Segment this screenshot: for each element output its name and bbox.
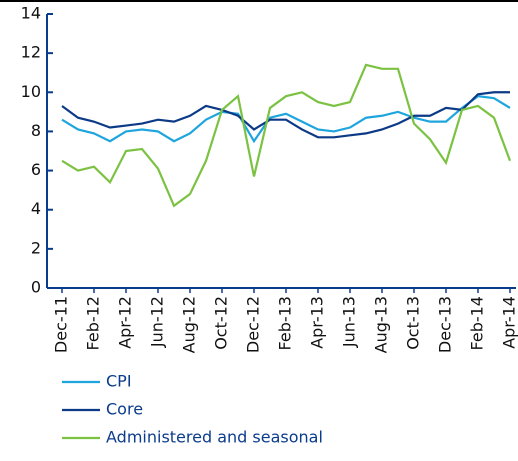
x-tick-label: Aug-12 bbox=[180, 296, 199, 353]
y-tick-label: 2 bbox=[31, 238, 41, 257]
x-tick-label: Apr-14 bbox=[500, 296, 518, 349]
y-tick-label: 10 bbox=[21, 82, 41, 101]
series-line bbox=[61, 91, 510, 139]
legend-label: Core bbox=[106, 400, 143, 419]
legend-label: CPI bbox=[106, 372, 132, 391]
x-tick-label: Aug-13 bbox=[372, 296, 391, 353]
x-tick-label: Dec-11 bbox=[52, 296, 71, 353]
x-tick-label: Oct-12 bbox=[212, 296, 231, 350]
x-tick-label: Feb-13 bbox=[276, 296, 295, 350]
y-tick-label: 6 bbox=[31, 160, 41, 179]
y-tick-label: 12 bbox=[21, 43, 41, 62]
x-tick-label: Feb-14 bbox=[468, 296, 487, 350]
x-tick-label: Oct-13 bbox=[404, 296, 423, 350]
series-line bbox=[61, 95, 511, 144]
y-tick-label: 14 bbox=[21, 4, 41, 23]
x-tick-label: Apr-13 bbox=[308, 296, 327, 349]
x-tick-label: Apr-12 bbox=[116, 296, 135, 349]
y-tick-label: 4 bbox=[31, 199, 41, 218]
y-tick-label: 8 bbox=[31, 121, 41, 140]
legend-label: Administered and seasonal bbox=[106, 428, 323, 447]
x-tick-label: Dec-13 bbox=[436, 296, 455, 353]
series-line bbox=[61, 63, 512, 208]
y-tick-label: 0 bbox=[31, 278, 41, 297]
x-tick-label: Jun-12 bbox=[148, 296, 167, 348]
x-tick-label: Dec-12 bbox=[244, 296, 263, 353]
x-tick-label: Jun-13 bbox=[340, 296, 359, 348]
x-tick-label: Feb-12 bbox=[84, 296, 103, 350]
